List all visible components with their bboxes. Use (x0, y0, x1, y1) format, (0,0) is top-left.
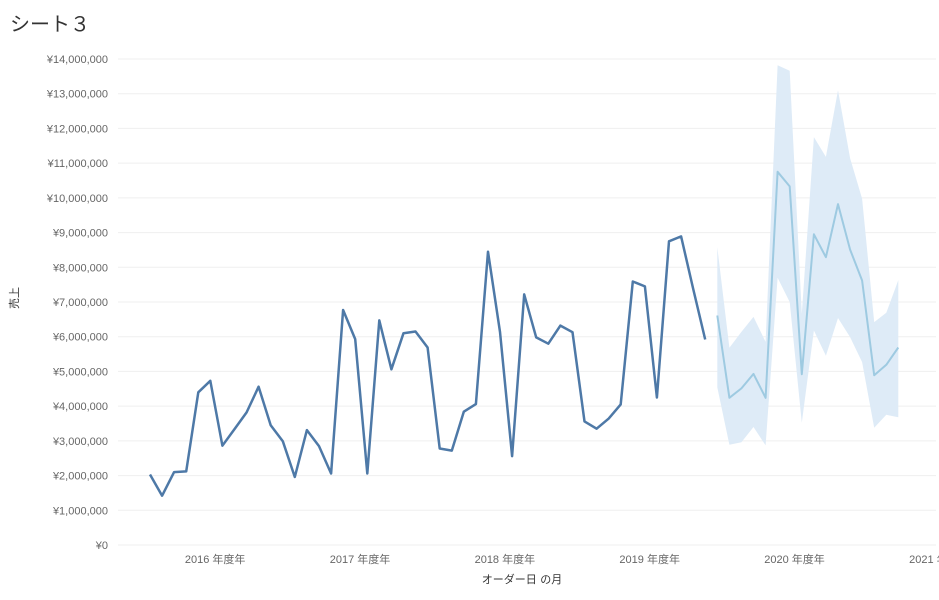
forecast-band-layer (717, 65, 899, 446)
y-tick-label: ¥6,000,000 (52, 332, 108, 344)
y-axis-title: 売上 (8, 287, 21, 309)
y-tick-label: ¥2,000,000 (52, 471, 108, 483)
y-tick-label: ¥12,000,000 (46, 123, 108, 135)
x-tick-label: 2017 年度年 (330, 552, 391, 566)
x-tick-label: 2016 年度年 (185, 552, 246, 566)
y-tick-label: ¥4,000,000 (52, 401, 108, 413)
y-tick-label: ¥8,000,000 (52, 262, 108, 274)
actual-sales-line (148, 235, 707, 497)
y-tick-label: ¥7,000,000 (52, 297, 108, 309)
line-layer (148, 170, 900, 497)
forecast-sales-line (716, 170, 900, 399)
x-tick-label: 2018 年度年 (475, 552, 536, 566)
x-tick-label: 2019 年度年 (619, 552, 680, 566)
forecast-confidence-band (717, 65, 899, 446)
y-tick-label: ¥5,000,000 (52, 366, 108, 378)
y-tick-label: ¥0 (95, 540, 108, 552)
y-tick-label: ¥3,000,000 (52, 436, 108, 448)
y-tick-label: ¥10,000,000 (46, 193, 108, 205)
x-tick-label: 2021 年度年 (909, 552, 939, 566)
y-tick-label: ¥11,000,000 (47, 158, 108, 170)
x-axis-ticks: 2016 年度年 2017 年度年 2018 年度年 2019 年度年 2020 年度年… (185, 552, 939, 566)
gridlines (118, 58, 936, 546)
y-tick-label: ¥14,000,000 (46, 54, 108, 66)
sheet-title: シート３ (10, 12, 90, 36)
y-tick-label: ¥13,000,000 (46, 89, 108, 101)
x-tick-label: 2020 年度年 (764, 552, 825, 566)
y-tick-label: ¥1,000,000 (52, 505, 108, 517)
y-axis-ticks: ¥0 ¥1,000,000 ¥2,000,000 ¥3,000,000 ¥4,000,0… (46, 54, 108, 552)
y-tick-label: ¥9,000,000 (52, 228, 108, 240)
x-axis-title: オーダー日 の月 (482, 572, 563, 586)
